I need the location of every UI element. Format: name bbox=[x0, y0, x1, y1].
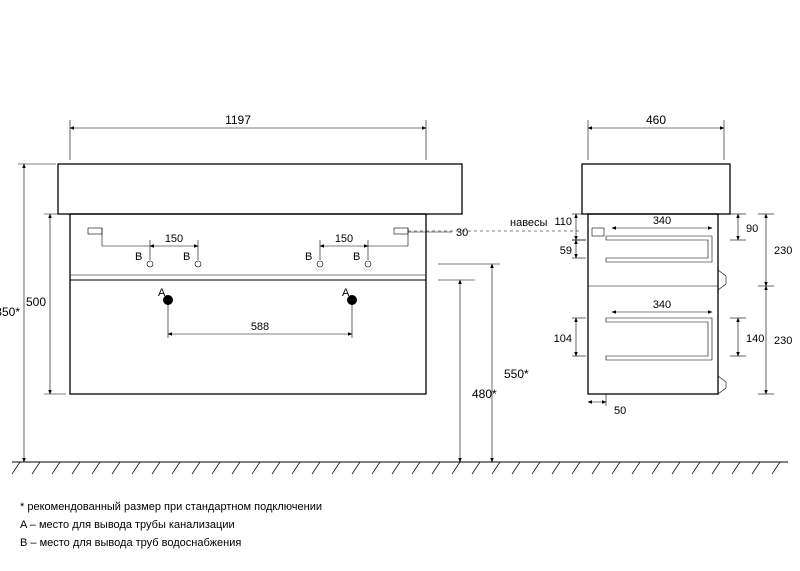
dim-150R: 150 bbox=[335, 233, 353, 245]
mark-B3: B bbox=[305, 251, 312, 263]
dim-30: 30 bbox=[456, 227, 468, 239]
dim-59: 59 bbox=[560, 245, 572, 257]
technical-drawing: B B B B A A 1197 500 850* 150 bbox=[0, 0, 800, 571]
mark-A2: A bbox=[342, 287, 350, 299]
front-view: B B B B A A 1197 500 850* 150 bbox=[0, 113, 582, 462]
ground-line bbox=[12, 462, 788, 474]
mark-B2: B bbox=[183, 251, 190, 263]
dim-1197: 1197 bbox=[225, 113, 251, 127]
dim-460: 460 bbox=[646, 113, 666, 127]
side-view: 460 340 340 50 110 59 104 90 140 bbox=[554, 113, 793, 417]
dim-150L: 150 bbox=[165, 233, 183, 245]
dim-550: 550* bbox=[504, 367, 529, 381]
dim-230u: 230 bbox=[774, 245, 792, 257]
dim-230l: 230 bbox=[774, 335, 792, 347]
dim-588: 588 bbox=[251, 321, 269, 333]
label-hangers: навесы bbox=[510, 217, 548, 229]
dim-340l: 340 bbox=[653, 299, 671, 311]
dim-110: 110 bbox=[554, 216, 572, 228]
dim-90: 90 bbox=[746, 223, 758, 235]
dim-500: 500 bbox=[26, 295, 46, 309]
dim-140: 140 bbox=[746, 333, 764, 345]
mark-A1: A bbox=[158, 287, 166, 299]
note-3: B – место для вывода труб водоснабжения bbox=[20, 537, 241, 549]
dim-50: 50 bbox=[614, 405, 626, 417]
dim-104: 104 bbox=[554, 333, 572, 345]
mark-B1: B bbox=[135, 251, 142, 263]
mark-B4: B bbox=[353, 251, 360, 263]
note-2: A – место для вывода трубы канализации bbox=[20, 519, 235, 531]
note-1: * рекомендованный размер при стандартном… bbox=[20, 501, 322, 513]
dim-340u: 340 bbox=[653, 215, 671, 227]
dim-480: 480* bbox=[472, 387, 497, 401]
dim-850: 850* bbox=[0, 305, 20, 319]
